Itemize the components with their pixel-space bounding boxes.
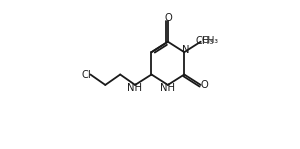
Text: N: N — [182, 45, 190, 55]
Text: O: O — [164, 13, 172, 23]
Text: CH₃: CH₃ — [196, 36, 214, 46]
Text: CH₃: CH₃ — [202, 37, 219, 45]
Text: O: O — [200, 80, 208, 90]
Text: NH: NH — [127, 83, 142, 93]
Text: Cl: Cl — [82, 69, 92, 80]
Text: NH: NH — [160, 83, 175, 93]
